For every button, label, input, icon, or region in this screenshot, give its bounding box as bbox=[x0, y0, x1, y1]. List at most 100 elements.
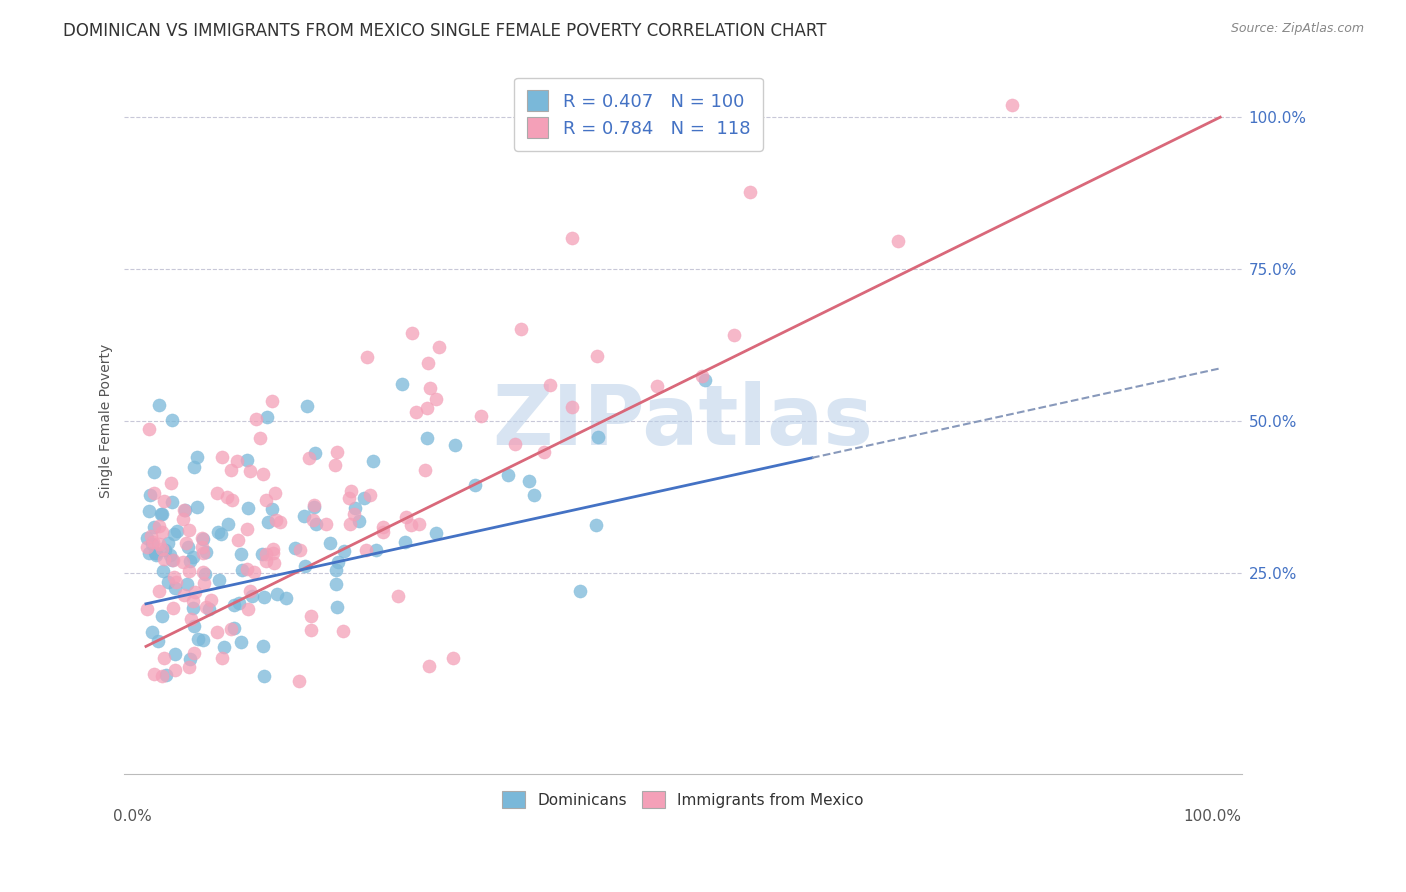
Point bbox=[181, 593, 204, 607]
Point bbox=[150, 507, 173, 521]
Point bbox=[256, 409, 278, 424]
Point bbox=[292, 509, 315, 524]
Point bbox=[738, 186, 761, 200]
Point bbox=[221, 463, 243, 477]
Point bbox=[391, 376, 413, 391]
Point bbox=[143, 520, 166, 534]
Point bbox=[195, 599, 218, 614]
Point bbox=[645, 378, 668, 392]
Point bbox=[387, 589, 409, 603]
Point bbox=[152, 551, 174, 566]
Point bbox=[252, 640, 274, 654]
Point bbox=[533, 445, 555, 459]
Point bbox=[150, 542, 173, 557]
Point bbox=[340, 484, 363, 499]
Point bbox=[260, 394, 283, 409]
Text: Source: ZipAtlas.com: Source: ZipAtlas.com bbox=[1230, 22, 1364, 36]
Point bbox=[240, 589, 263, 603]
Point bbox=[337, 491, 360, 505]
Point bbox=[347, 514, 370, 528]
Point bbox=[298, 450, 321, 465]
Point bbox=[211, 450, 233, 465]
Point bbox=[142, 485, 165, 500]
Point bbox=[219, 622, 242, 636]
Point bbox=[138, 504, 160, 518]
Point bbox=[264, 486, 287, 500]
Point bbox=[135, 531, 157, 545]
Point bbox=[183, 460, 205, 475]
Point bbox=[160, 494, 183, 508]
Point bbox=[363, 454, 385, 468]
Point bbox=[887, 235, 910, 249]
Point bbox=[156, 574, 179, 589]
Point bbox=[319, 535, 342, 549]
Point bbox=[155, 543, 177, 558]
Point bbox=[252, 467, 274, 481]
Point bbox=[395, 510, 418, 524]
Point bbox=[239, 583, 262, 598]
Point bbox=[236, 500, 259, 515]
Point bbox=[304, 446, 326, 460]
Point bbox=[305, 516, 328, 531]
Point bbox=[193, 575, 215, 590]
Point bbox=[208, 574, 231, 588]
Point bbox=[257, 515, 280, 529]
Point bbox=[371, 520, 394, 534]
Point bbox=[315, 517, 337, 532]
Point bbox=[332, 624, 354, 639]
Point bbox=[586, 349, 609, 363]
Point bbox=[254, 554, 277, 568]
Point bbox=[172, 512, 194, 526]
Point bbox=[180, 612, 202, 626]
Point bbox=[221, 493, 243, 508]
Point bbox=[226, 533, 249, 548]
Point bbox=[236, 562, 259, 576]
Point bbox=[325, 577, 347, 591]
Text: 100.0%: 100.0% bbox=[1184, 809, 1241, 824]
Point bbox=[262, 545, 284, 559]
Point bbox=[325, 600, 347, 615]
Point bbox=[333, 543, 356, 558]
Point bbox=[328, 555, 350, 569]
Point bbox=[163, 582, 186, 596]
Point bbox=[181, 600, 204, 615]
Point bbox=[191, 546, 214, 560]
Point bbox=[723, 328, 745, 343]
Point bbox=[288, 542, 311, 557]
Point bbox=[183, 646, 205, 660]
Point bbox=[323, 458, 346, 472]
Point bbox=[470, 409, 492, 424]
Text: DOMINICAN VS IMMIGRANTS FROM MEXICO SINGLE FEMALE POVERTY CORRELATION CHART: DOMINICAN VS IMMIGRANTS FROM MEXICO SING… bbox=[63, 22, 827, 40]
Point bbox=[690, 369, 713, 384]
Point bbox=[176, 577, 198, 591]
Point bbox=[399, 518, 422, 533]
Point bbox=[253, 590, 276, 604]
Point bbox=[231, 547, 253, 561]
Point bbox=[401, 326, 423, 340]
Point bbox=[394, 535, 416, 549]
Point bbox=[184, 584, 207, 599]
Point bbox=[249, 431, 271, 445]
Point bbox=[150, 609, 173, 624]
Point bbox=[418, 659, 440, 673]
Point bbox=[150, 669, 173, 683]
Point bbox=[274, 591, 297, 605]
Point bbox=[256, 547, 278, 561]
Point bbox=[264, 513, 287, 527]
Y-axis label: Single Female Poverty: Single Female Poverty bbox=[100, 344, 114, 499]
Point bbox=[142, 465, 165, 479]
Point bbox=[1001, 98, 1024, 112]
Point bbox=[148, 537, 170, 551]
Point bbox=[205, 485, 228, 500]
Point bbox=[159, 548, 181, 562]
Point bbox=[211, 650, 233, 665]
Point bbox=[162, 553, 184, 567]
Point bbox=[138, 546, 160, 560]
Point bbox=[148, 519, 170, 533]
Point bbox=[215, 491, 238, 505]
Point bbox=[163, 663, 186, 677]
Point bbox=[245, 412, 267, 426]
Point bbox=[186, 450, 208, 464]
Point bbox=[295, 399, 318, 413]
Point bbox=[294, 559, 316, 574]
